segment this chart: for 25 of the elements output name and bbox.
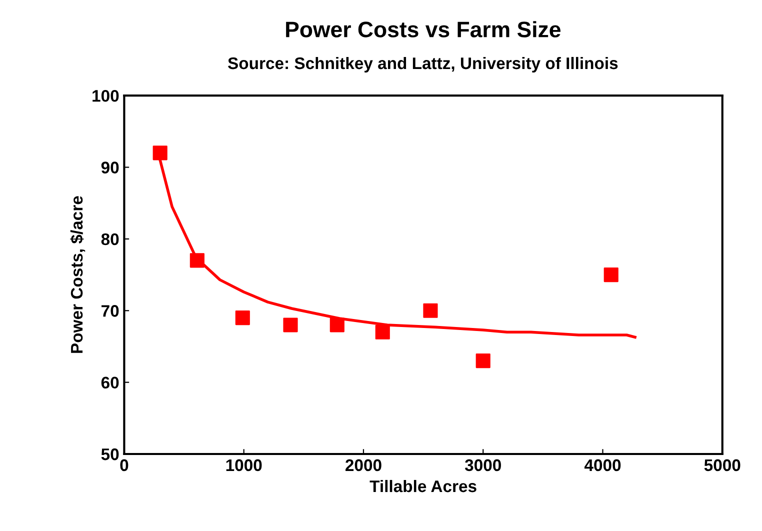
x-tick-label: 0	[120, 459, 128, 472]
y-tick-label: 70	[102, 305, 119, 317]
y-tick-label: 60	[101, 376, 119, 389]
y-tick-label: 100	[92, 90, 119, 102]
point	[476, 354, 490, 368]
point	[152, 146, 168, 160]
x-tick-label: 5000	[704, 459, 740, 472]
y-tick-label: 80	[101, 233, 119, 246]
x-axis-title: Tillable Acres	[370, 480, 476, 492]
x-tick-label: 1000	[226, 459, 262, 472]
point	[190, 253, 204, 268]
x-tick-label: 4000	[584, 459, 621, 472]
chart-title: Power Costs vs Farm Size	[286, 21, 560, 38]
point	[604, 268, 618, 282]
y-tick-label: 90	[101, 162, 119, 174]
y-tick-label: 50	[101, 448, 119, 460]
point	[283, 318, 298, 332]
point	[235, 310, 250, 326]
chart-subtitle: Source: Schnitkey and Lattz, University of Illinois	[228, 56, 618, 72]
point	[375, 324, 390, 340]
x-tick-label: 3000	[464, 459, 501, 472]
point	[330, 318, 344, 332]
point	[423, 303, 438, 318]
y-axis-title: Power Costs, $/acre	[70, 196, 86, 353]
x-tick-label: 2000	[346, 459, 382, 472]
